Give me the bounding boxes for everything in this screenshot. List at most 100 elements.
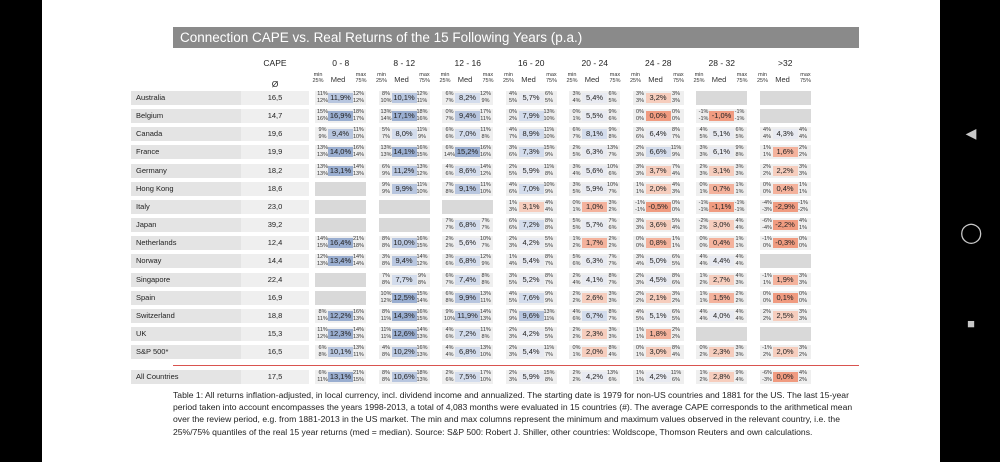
min-values: 11% 12%	[317, 326, 329, 340]
median-value: 0,4%	[709, 238, 734, 249]
return-cell: 0% 7% 9,4% 17% 11%	[442, 109, 493, 124]
max-subheader: max 75%	[355, 72, 367, 85]
return-cell: -6% -4% -2,2% 4% 1%	[759, 218, 811, 233]
return-cell: 4% 6% 6,7% 8% 7%	[569, 308, 620, 323]
cape-value: 16,5	[241, 345, 309, 360]
median-value: 11,9%	[328, 93, 353, 103]
median-value: 5,0%	[645, 256, 671, 267]
bucket-header: 12 - 16	[454, 58, 481, 68]
country-label: Germany	[131, 163, 241, 178]
median-value: 7,7%	[391, 274, 417, 285]
home-icon[interactable]: ◯	[960, 222, 983, 244]
max-values: 0% 0%	[799, 290, 807, 304]
min-values: 4% 8%	[382, 345, 390, 359]
return-cell: 0% 0% 0,4% 1% 1%	[696, 236, 747, 251]
max-values: 17% 10%	[480, 370, 492, 383]
max-values: 1% 1%	[672, 236, 680, 250]
min-values: 3% 6%	[636, 127, 644, 141]
min-values: 4% 5%	[699, 127, 708, 141]
recents-icon[interactable]: ■	[967, 316, 975, 331]
bucket-header: 8 - 12	[393, 58, 416, 68]
return-cell: -6% -3% 0,0% 4% 2%	[759, 370, 811, 384]
return-cell	[759, 109, 811, 124]
min-values: 2% 3%	[509, 370, 517, 383]
median-value: 1,6%	[772, 147, 798, 158]
cape-value: 22,4	[241, 272, 309, 287]
max-values: 16% 15%	[416, 308, 428, 322]
return-cell: 7% 8% 7,7% 9% 8%	[378, 272, 430, 287]
max-values: 6% 5%	[672, 308, 680, 322]
return-cell: 10% 12% 12,5% 15% 14%	[378, 290, 430, 305]
cape-value: 12,4	[241, 236, 309, 251]
max-values: 8% 7%	[545, 272, 553, 286]
return-cell: 6% 6% 7,2% 8% 8%	[505, 218, 557, 233]
max-values: 3% 3%	[799, 163, 807, 177]
return-cell	[315, 272, 366, 287]
min-values: 2% 2%	[763, 308, 771, 322]
max-values: 8% 7%	[545, 254, 553, 268]
median-value: 7,9%	[518, 111, 544, 122]
min-values: 3% 4%	[636, 254, 644, 268]
median-value: 7,5%	[455, 372, 480, 382]
med-subheader: Med	[457, 75, 473, 84]
min-subheader: min 25%	[312, 72, 324, 85]
median-value: 10,6%	[391, 372, 417, 382]
max-values: 8% 6%	[672, 272, 680, 286]
max-values: 15% 8%	[543, 370, 555, 383]
max-values: 9% 4%	[735, 370, 744, 383]
max-values: 14% 13%	[480, 308, 492, 322]
max-values: 13% 11%	[543, 308, 555, 322]
return-cell: 3% 4% 5,4% 6% 5%	[569, 91, 620, 105]
max-values: 11% 10%	[543, 127, 555, 141]
min-values: 4% 4%	[445, 345, 454, 359]
return-cell: 3% 4% 5,6% 10% 6%	[569, 163, 620, 178]
return-cell: 8% 8% 10,0% 16% 15%	[378, 236, 430, 251]
median-value: 2,3%	[709, 347, 734, 358]
return-cell: 2% 2% 2,6% 3% 3%	[569, 290, 620, 305]
max-values: 11% 9%	[670, 145, 682, 159]
median-value: 4,4%	[709, 256, 734, 267]
median-value: 7,0%	[455, 129, 480, 140]
max-values: 3% 3%	[735, 345, 744, 359]
median-value: -2,2%	[772, 220, 798, 231]
median-value: 2,1%	[645, 292, 671, 303]
median-value: 8,2%	[455, 93, 480, 103]
max-values: 9% 8%	[608, 127, 617, 141]
median-value: 2,0%	[582, 347, 607, 358]
med-subheader: Med	[330, 75, 346, 84]
back-icon[interactable]: ◀	[965, 125, 977, 141]
min-values: 2% 3%	[699, 163, 708, 177]
median-value: 10,1%	[328, 347, 353, 358]
return-cell: 3% 6% 6,8% 12% 9%	[442, 254, 493, 269]
cape-value: 18,6	[241, 181, 309, 196]
median-value: 2,6%	[582, 292, 607, 303]
return-cell: 2% 3% 5,4% 11% 7%	[505, 345, 557, 360]
min-values: 3% 4%	[572, 91, 581, 104]
return-cell: 6% 7% 7,4% 8% 8%	[442, 272, 493, 287]
max-values: 15% 14%	[416, 290, 428, 304]
country-label: S&P 500*	[131, 345, 241, 360]
max-values: 4% 4%	[735, 254, 744, 268]
min-values: 13% 13%	[317, 163, 329, 177]
max-values: 10% 7%	[480, 236, 492, 250]
cape-value: 17,5	[241, 370, 309, 384]
min-values: 2% 5%	[509, 163, 517, 177]
min-values: 6% 7%	[445, 91, 454, 104]
return-cell: 2% 4% 4,1% 8% 7%	[569, 272, 620, 287]
min-values: 1% 2%	[699, 272, 708, 286]
return-cell: 2% 2% 2,1% 3% 2%	[632, 290, 684, 305]
min-values: 4% 6%	[445, 163, 454, 177]
max-values: 8% 7%	[608, 272, 617, 286]
country-label: Japan	[131, 218, 241, 233]
max-values: 8% 4%	[608, 345, 617, 359]
min-values: 0% 0%	[763, 290, 771, 304]
min-values: 2% 2%	[572, 290, 581, 304]
max-values: 2% 2%	[608, 236, 617, 250]
min-values: 4% 5%	[509, 290, 517, 304]
return-cell	[378, 199, 430, 214]
med-subheader: Med	[775, 75, 790, 84]
min-values: 7% 7%	[445, 218, 454, 232]
country-label: Singapore	[131, 272, 241, 287]
median-value: 3,0%	[709, 220, 734, 231]
median-value: -1,1%	[709, 201, 734, 212]
